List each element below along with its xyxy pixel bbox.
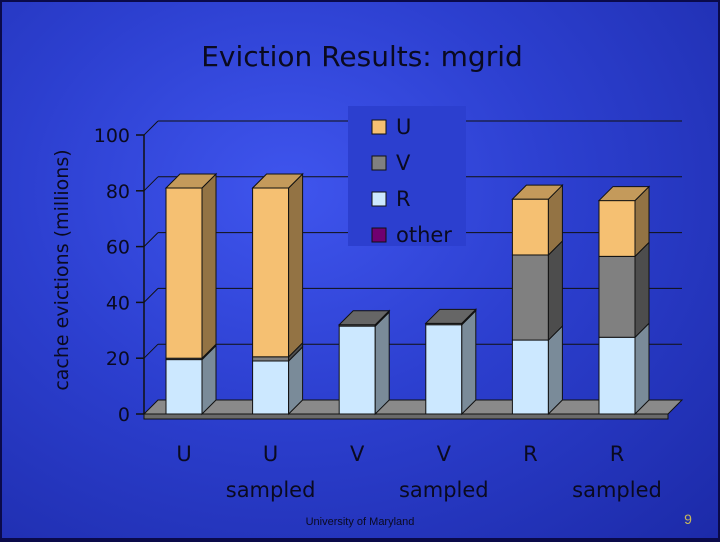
x-tick-label-4: R [523, 442, 538, 466]
x-tick-sublabel-1: sampled [226, 478, 316, 502]
bar-3-r [425, 324, 463, 415]
bar-4-v [511, 254, 549, 341]
gridline-depth-3 [143, 232, 159, 247]
y-tick-label-3: 60 [106, 237, 130, 259]
x-tick-label-3: V [437, 442, 452, 466]
y-tick-label-0: 0 [118, 404, 130, 426]
y-tick-label-4: 80 [106, 181, 130, 203]
slide-title: Eviction Results: mgrid [201, 40, 523, 73]
x-tick-label-5: R [610, 442, 625, 466]
bar-2-r [338, 325, 376, 415]
bar-3-r-side [461, 309, 477, 416]
bar-5-r [598, 336, 636, 415]
bar-1-r [252, 360, 290, 415]
x-tick-label-1: U [263, 442, 278, 466]
footer-text: University of Maryland [306, 516, 415, 528]
y-tick-label-5: 100 [94, 125, 130, 147]
bar-2-top [337, 310, 391, 326]
legend-label-r: R [396, 187, 411, 211]
legend-swatch-r [371, 191, 387, 207]
legend-swatch-other [371, 227, 387, 243]
gridline-depth-1 [143, 343, 159, 359]
bar-3-top [424, 308, 478, 324]
bar-0-u-side [201, 172, 217, 360]
x-tick-label-2: V [350, 442, 365, 466]
gridline-depth-5 [143, 120, 159, 136]
bar-1-top [251, 173, 304, 189]
bar-0-r [165, 359, 203, 415]
bar-1-v [252, 356, 290, 362]
page-number: 9 [684, 511, 692, 527]
bar-1-u [252, 187, 290, 358]
bar-1-u-side [288, 172, 304, 359]
legend-box [348, 106, 466, 246]
x-tick-label-0: U [176, 442, 191, 466]
legend-swatch-v [371, 155, 387, 171]
legend-label-other: other [396, 223, 452, 247]
bar-2-r-side [374, 310, 390, 416]
bar-4-r-side [547, 324, 563, 416]
bar-5-u [598, 200, 636, 257]
bar-5-v-side [634, 241, 650, 339]
bar-4-u [511, 198, 549, 256]
gridline-depth-2 [143, 288, 159, 303]
bar-4-r [511, 339, 549, 415]
y-tick-label-1: 20 [106, 348, 130, 370]
gridline-depth-4 [143, 176, 159, 192]
y-tick-label-2: 40 [106, 292, 130, 314]
bar-5-top [597, 186, 651, 202]
bar-5-r-side [634, 322, 650, 416]
chart-floor-edge [143, 413, 669, 420]
bar-0-top [164, 173, 218, 189]
bar-5-v [598, 255, 636, 338]
x-tick-sublabel-3: sampled [399, 478, 489, 502]
y-axis-title: cache evictions (millions) [51, 149, 73, 390]
bar-4-top [511, 184, 564, 200]
legend-swatch-u [371, 119, 387, 135]
x-tick-sublabel-5: sampled [572, 478, 662, 502]
bar-4-v-side [547, 239, 563, 342]
bar-0-u [165, 187, 203, 359]
legend-label-u: U [396, 115, 411, 139]
legend-label-v: V [396, 151, 411, 175]
